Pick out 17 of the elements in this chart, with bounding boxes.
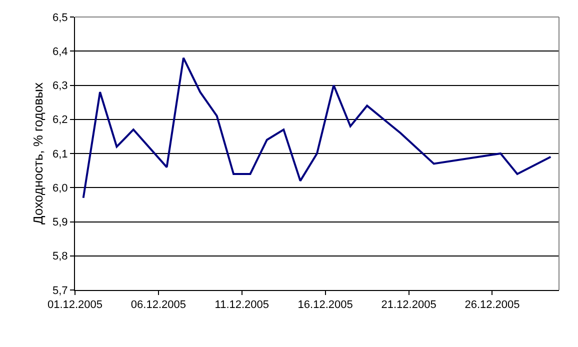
y-tick-label: 5,7 — [52, 284, 68, 297]
y-tick-label: 5,9 — [52, 216, 68, 229]
line-series — [82, 56, 552, 199]
x-tick-label: 06.12.2005 — [130, 299, 186, 312]
x-tick-label: 26.12.2005 — [464, 299, 520, 312]
x-tick-label: 21.12.2005 — [381, 299, 436, 312]
y-tick-label: 6,1 — [52, 148, 68, 160]
y-tick-label: 6,3 — [52, 80, 68, 92]
y-axis-title: Доходность, % годовых — [30, 82, 46, 224]
y-tick-label: 6,0 — [52, 182, 68, 194]
y-tick-label: 5,8 — [52, 250, 68, 263]
y-tick-label: 6,2 — [52, 114, 68, 126]
y-tick-label: 6,4 — [52, 46, 68, 58]
y-tick-label: 6,5 — [52, 12, 68, 24]
x-tick-label: 11.12.2005 — [214, 299, 270, 312]
x-tick-label: 01.12.2005 — [47, 299, 103, 312]
x-tick-label: 16.12.2005 — [298, 299, 353, 312]
